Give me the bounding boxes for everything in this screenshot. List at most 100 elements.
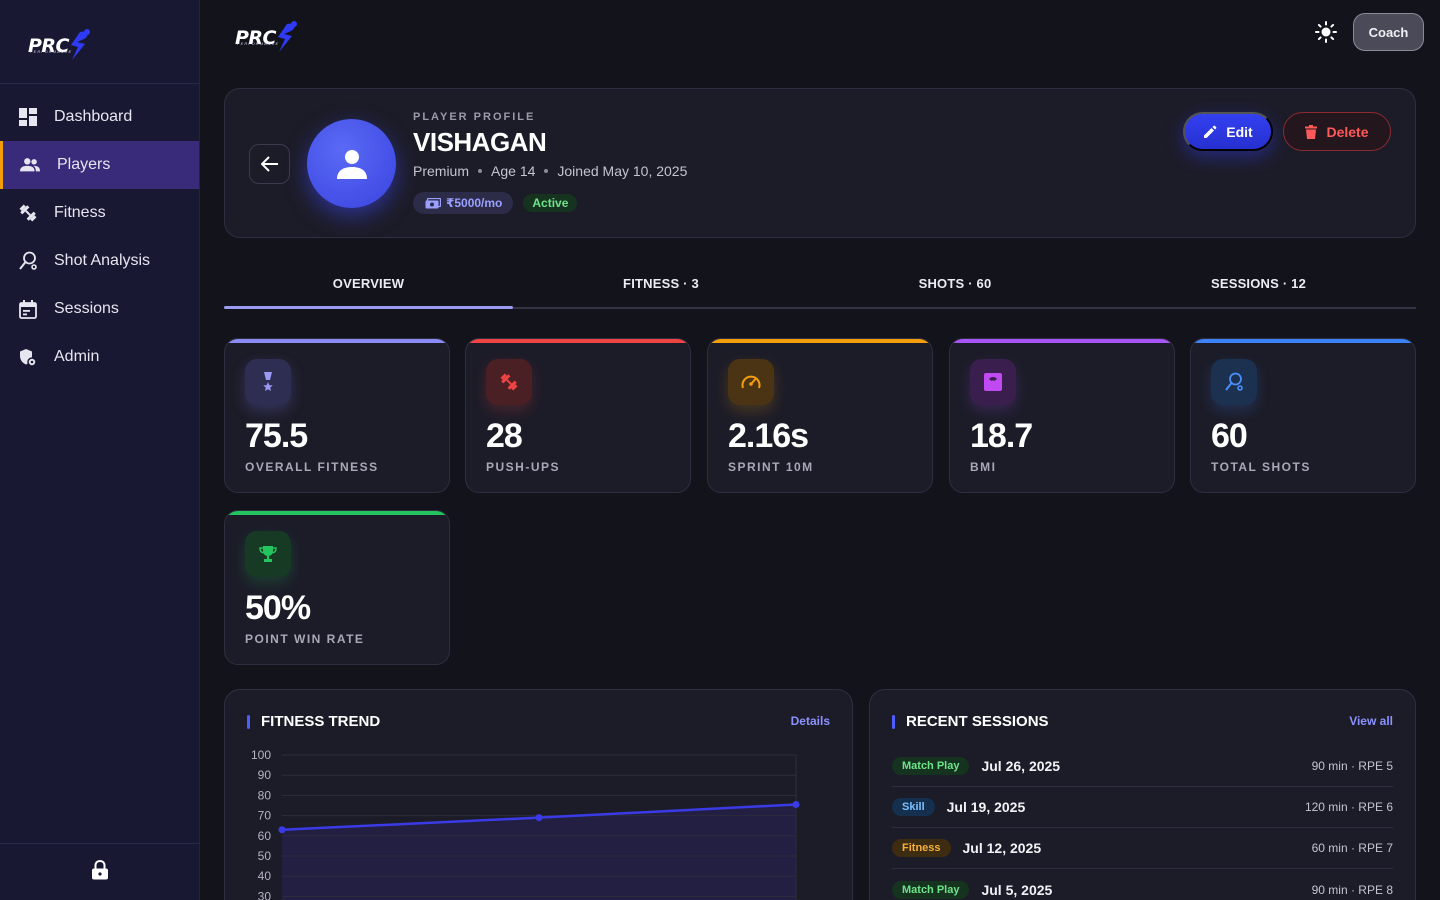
y-tick-label: 30 xyxy=(258,889,272,900)
y-tick-label: 80 xyxy=(258,788,272,802)
tab-fitness[interactable]: FITNESS · 3 xyxy=(623,276,699,291)
fitness-trend-title: FITNESS TREND xyxy=(261,713,381,730)
session-row[interactable]: Skill Jul 19, 2025 120 min · RPE 6 xyxy=(892,787,1393,828)
topbar: PRC PERFORMANCE Coach xyxy=(200,0,1440,66)
title-accent xyxy=(247,714,250,729)
sidebar-nav: Dashboard Players Fitness Shot Analysis … xyxy=(0,84,199,381)
session-info: 60 min · RPE 7 xyxy=(1311,841,1393,855)
speedometer-icon xyxy=(728,359,774,405)
session-row[interactable]: Match Play Jul 26, 2025 90 min · RPE 5 xyxy=(892,746,1393,787)
session-type-badge: Match Play xyxy=(892,757,970,775)
details-link[interactable]: Details xyxy=(790,714,830,728)
sidebar-item-players[interactable]: Players xyxy=(0,141,199,189)
stat-card-point-win-rate[interactable]: 50% POINT WIN RATE xyxy=(224,510,450,665)
session-type-badge: Fitness xyxy=(892,839,951,857)
arrow-left-icon xyxy=(260,156,278,172)
coach-role-button[interactable]: Coach xyxy=(1353,13,1424,51)
session-row[interactable]: Fitness Jul 12, 2025 60 min · RPE 7 xyxy=(892,828,1393,869)
stat-card-overall-fitness[interactable]: 75.5 OVERALL FITNESS xyxy=(224,338,450,493)
stat-label: BMI xyxy=(970,460,997,474)
sidebar-item-fitness[interactable]: Fitness xyxy=(0,189,199,237)
stat-card-push-ups[interactable]: 28 PUSH-UPS xyxy=(465,338,691,493)
sidebar-item-label: Admin xyxy=(54,348,100,365)
profile-tabs: OVERVIEW FITNESS · 3 SHOTS · 60 SESSIONS… xyxy=(224,260,1416,309)
stat-value: 18.7 xyxy=(970,417,1033,455)
stat-label: PUSH-UPS xyxy=(486,460,561,474)
delete-label: Delete xyxy=(1326,123,1369,140)
runner-logo-icon xyxy=(278,21,297,52)
sidebar-item-label: Sessions xyxy=(54,300,119,317)
recent-sessions-title: RECENT SESSIONS xyxy=(906,713,1049,730)
stat-accent-bar xyxy=(708,339,932,343)
y-tick-label: 70 xyxy=(258,809,272,823)
view-all-link[interactable]: View all xyxy=(1349,714,1393,728)
stat-card-total-shots[interactable]: 60 TOTAL SHOTS xyxy=(1190,338,1416,493)
trash-icon xyxy=(1305,124,1318,139)
stat-accent-bar xyxy=(950,339,1174,343)
status-badge: Active xyxy=(523,194,578,212)
session-date: Jul 12, 2025 xyxy=(962,840,1042,856)
delete-button[interactable]: Delete xyxy=(1283,112,1391,151)
session-date: Jul 19, 2025 xyxy=(946,799,1026,815)
fitness-trend-panel: FITNESS TREND Details 100 90 80 70 60 50 40 30 xyxy=(224,689,853,900)
scale-icon xyxy=(970,359,1016,405)
edit-button[interactable]: Edit xyxy=(1183,112,1273,151)
logo-text: PRC xyxy=(28,34,70,57)
dumbbell-icon xyxy=(486,359,532,405)
shot-analysis-icon xyxy=(18,251,38,271)
stat-value: 50% xyxy=(245,589,311,627)
tab-shots[interactable]: SHOTS · 60 xyxy=(918,276,992,291)
session-type-badge: Match Play xyxy=(892,880,970,899)
players-icon xyxy=(20,155,40,175)
session-row[interactable]: Match Play Jul 5, 2025 90 min · RPE 8 xyxy=(892,869,1393,900)
stat-value: 60 xyxy=(1211,417,1248,455)
sidebar-logo-area: PRC PERFORMANCE xyxy=(0,0,199,84)
separator-dot xyxy=(544,169,549,173)
trend-point xyxy=(535,814,543,822)
session-date: Jul 5, 2025 xyxy=(981,881,1053,898)
tab-sessions[interactable]: SESSIONS · 12 xyxy=(1210,276,1307,291)
stat-value: 75.5 xyxy=(245,417,308,455)
y-tick-label: 40 xyxy=(258,869,272,883)
title-accent xyxy=(892,714,895,729)
trend-point xyxy=(792,800,800,808)
logo-subtext: PERFORMANCE xyxy=(30,48,73,54)
panel-title: RECENT SESSIONS xyxy=(892,713,1049,730)
sidebar-item-label: Shot Analysis xyxy=(54,252,151,269)
session-info: 90 min · RPE 5 xyxy=(1311,759,1393,773)
fitness-trend-chart: 100 90 80 70 60 50 40 30 xyxy=(251,748,800,900)
back-button[interactable] xyxy=(249,144,290,184)
topbar-logo[interactable]: PRC PERFORMANCE xyxy=(235,20,299,52)
stat-accent-bar xyxy=(1191,339,1415,343)
sessions-list: Match Play Jul 26, 2025 90 min · RPE 5 S… xyxy=(892,746,1393,900)
logo-text: PRC xyxy=(235,27,277,49)
player-age: Age 14 xyxy=(491,163,536,179)
player-plan: Premium xyxy=(413,163,470,179)
runner-logo-icon xyxy=(71,28,90,60)
sidebar-item-shot-analysis[interactable]: Shot Analysis xyxy=(0,237,199,285)
fee-badge: ₹5000/mo xyxy=(413,192,514,214)
y-tick-label: 50 xyxy=(258,849,272,863)
stat-label: OVERALL FITNESS xyxy=(245,460,379,474)
sidebar-item-sessions[interactable]: Sessions xyxy=(0,285,199,333)
sun-icon[interactable] xyxy=(1315,21,1337,43)
recent-sessions-panel: RECENT SESSIONS View all Match Play Jul … xyxy=(869,689,1416,900)
session-type-badge: Skill xyxy=(892,798,935,816)
fee-amount: ₹5000/mo xyxy=(446,196,503,210)
sidebar-item-dashboard[interactable]: Dashboard xyxy=(0,93,199,141)
session-info: 120 min · RPE 6 xyxy=(1304,800,1393,814)
brand-logo[interactable]: PRC PERFORMANCE xyxy=(28,28,92,60)
tab-overview[interactable]: OVERVIEW xyxy=(224,260,513,309)
sidebar-item-label: Players xyxy=(57,156,111,173)
stat-label: SPRINT 10M xyxy=(728,460,814,474)
y-tick-label: 60 xyxy=(258,829,272,843)
edit-label: Edit xyxy=(1226,123,1253,140)
stat-card-bmi[interactable]: 18.7 BMI xyxy=(949,338,1175,493)
sidebar-item-admin[interactable]: Admin xyxy=(0,333,199,381)
stat-label: POINT WIN RATE xyxy=(245,632,365,646)
admin-shield-icon xyxy=(18,347,38,367)
lock-icon[interactable] xyxy=(92,859,108,885)
stat-accent-bar xyxy=(225,511,449,515)
stat-card-sprint[interactable]: 2.16s SPRINT 10M xyxy=(707,338,933,493)
trophy-icon xyxy=(245,531,291,577)
